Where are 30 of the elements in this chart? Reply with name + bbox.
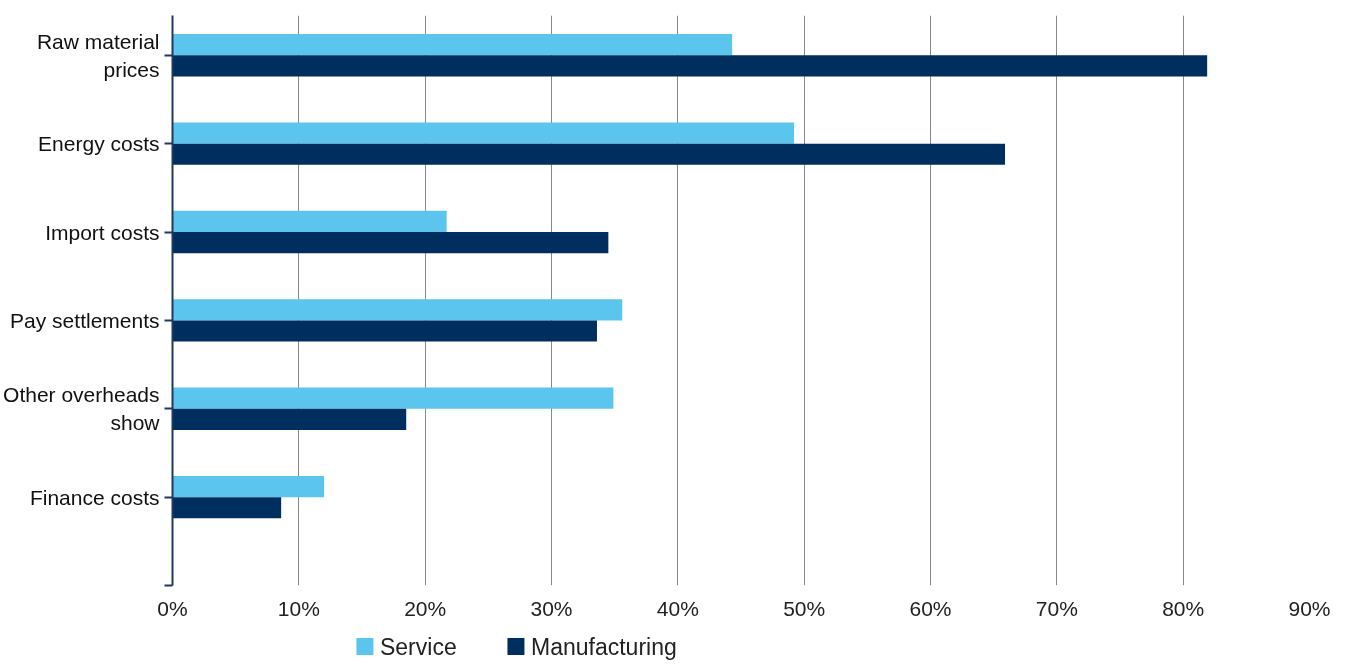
y-tick-label: Import costs xyxy=(45,220,160,244)
bar xyxy=(172,387,614,409)
bar xyxy=(172,143,1006,165)
x-tick-label: 40% xyxy=(656,596,699,620)
bar xyxy=(172,122,795,144)
y-tick-label: Energy costs xyxy=(38,132,160,156)
bar xyxy=(172,408,407,430)
bar xyxy=(172,232,609,254)
x-tick-label: 30% xyxy=(530,596,573,620)
bar xyxy=(172,497,282,519)
bar xyxy=(172,475,325,498)
y-tick-label: Raw material prices xyxy=(36,29,160,81)
y-tick-label: Finance costs xyxy=(29,485,160,509)
y-tick-label: Pay settlements xyxy=(10,308,160,332)
bar xyxy=(172,34,733,56)
legend-label: Service xyxy=(379,633,457,660)
x-tick-label: 60% xyxy=(909,596,952,620)
x-tick-label: 80% xyxy=(1162,596,1205,620)
x-tick-label: 0% xyxy=(157,596,188,620)
legend-label: Manufacturing xyxy=(531,633,677,660)
bar xyxy=(172,320,597,342)
bar xyxy=(172,299,623,321)
x-tick-label: 10% xyxy=(277,596,320,620)
x-tick-label: 50% xyxy=(783,596,826,620)
y-tick-label: Other overheads show xyxy=(3,383,161,435)
bar xyxy=(172,55,1208,77)
x-tick-label: 70% xyxy=(1035,596,1078,620)
bar xyxy=(172,210,447,233)
x-tick-label: 90% xyxy=(1288,596,1331,620)
x-tick-label: 20% xyxy=(404,596,447,620)
